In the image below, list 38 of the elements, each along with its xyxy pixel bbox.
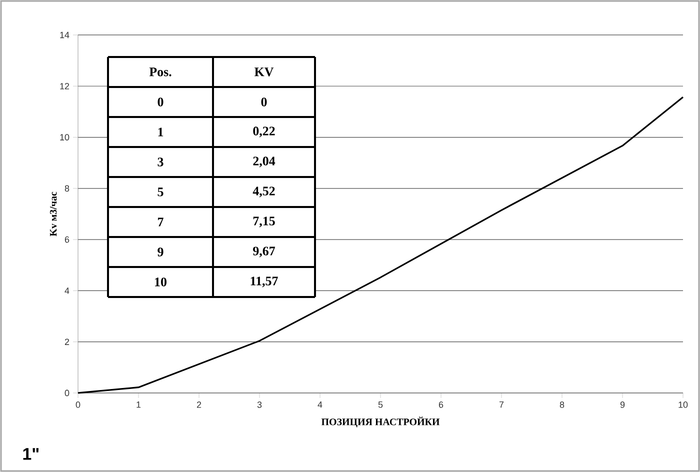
x-tick-label: 2 xyxy=(196,402,202,408)
annotation: 2,04 xyxy=(253,156,276,168)
x-tick-label: 5 xyxy=(378,402,383,408)
x-tick-label: 9 xyxy=(620,402,625,408)
y-tick-label: 14 xyxy=(60,32,70,38)
annotation: 7,15 xyxy=(253,216,275,228)
text: 1" xyxy=(23,448,39,460)
x-tick-label: 7 xyxy=(499,402,504,408)
y-tick-label: 2 xyxy=(64,338,70,345)
annotation: KV xyxy=(254,68,274,76)
x-tick-label: 10 xyxy=(678,402,688,408)
annotation: 5 xyxy=(158,188,164,196)
annotation: 10 xyxy=(155,278,166,286)
annotation: Pos. xyxy=(149,68,172,76)
x-tick-label: 3 xyxy=(257,402,262,408)
annotation: 1 xyxy=(158,128,164,136)
annotation: 11,57 xyxy=(250,276,278,288)
x-tick-label: 1 xyxy=(136,402,141,408)
y-tick-label: 0 xyxy=(64,390,70,396)
y-tick-label: 12 xyxy=(60,82,70,90)
annotation: 7 xyxy=(158,218,164,226)
annotation: 9 xyxy=(158,248,164,256)
y-tick-label: 4 xyxy=(64,288,70,294)
y-tick-label: 10 xyxy=(60,134,70,140)
annotation: 0,22 xyxy=(253,126,275,138)
annotation: 0 xyxy=(261,98,267,106)
y-axis-title: Kv м3/час xyxy=(50,192,57,236)
annotation: 0 xyxy=(158,98,164,106)
annotation: 4,52 xyxy=(252,186,275,198)
x-tick-label: 0 xyxy=(76,402,80,408)
y-tick-label: 6 xyxy=(64,236,70,243)
x-tick-label: 6 xyxy=(438,402,444,408)
x-axis-title: ПОЗИЦИЯ НАСТРОЙКИ xyxy=(321,416,440,428)
annotation: 9,67 xyxy=(253,246,276,258)
x-tick-label: 4 xyxy=(318,402,322,408)
y-tick-label: 8 xyxy=(64,185,70,192)
annotation: 3 xyxy=(158,158,164,166)
x-tick-label: 8 xyxy=(560,402,564,408)
